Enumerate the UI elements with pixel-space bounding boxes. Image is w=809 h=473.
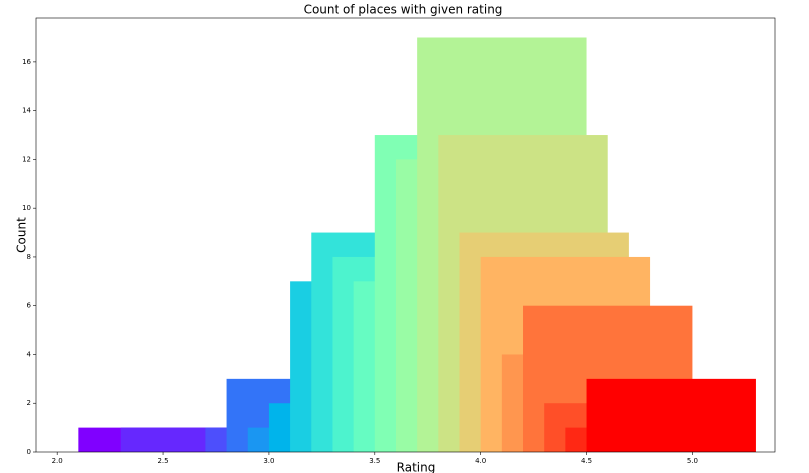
y-tick-label: 4: [27, 350, 32, 358]
y-tick-label: 2: [27, 399, 31, 407]
x-tick-label: 5.0: [687, 457, 698, 465]
plot-frame: [35, 17, 776, 453]
chart-title: Count of places with given rating: [304, 3, 503, 17]
y-axis-label: Count: [15, 217, 29, 253]
axes: 0 2 4 6 8 10 12 14 16 2.0 2.5 3.0 3.5 4.0 4.5 5.0: [22, 17, 776, 465]
x-tick-label: 4.0: [475, 457, 486, 465]
x-tick-label: 4.5: [581, 457, 592, 465]
x-tick-label: 3.5: [369, 457, 380, 465]
y-tick-label: 6: [27, 302, 32, 310]
x-axis-label: Rating: [397, 461, 436, 473]
y-tick-label: 14: [22, 107, 31, 115]
y-tick-label: 8: [27, 253, 31, 261]
bar: [586, 378, 756, 452]
y-tick-label: 12: [22, 155, 31, 163]
bars: [78, 37, 756, 453]
x-tick-label: 2.5: [157, 457, 168, 465]
x-tick-label: 3.0: [263, 457, 274, 465]
y-tick-label: 0: [27, 448, 31, 456]
y-tick-label: 10: [22, 204, 31, 212]
y-tick-label: 16: [22, 58, 31, 66]
x-tick-label: 2.0: [52, 457, 63, 465]
